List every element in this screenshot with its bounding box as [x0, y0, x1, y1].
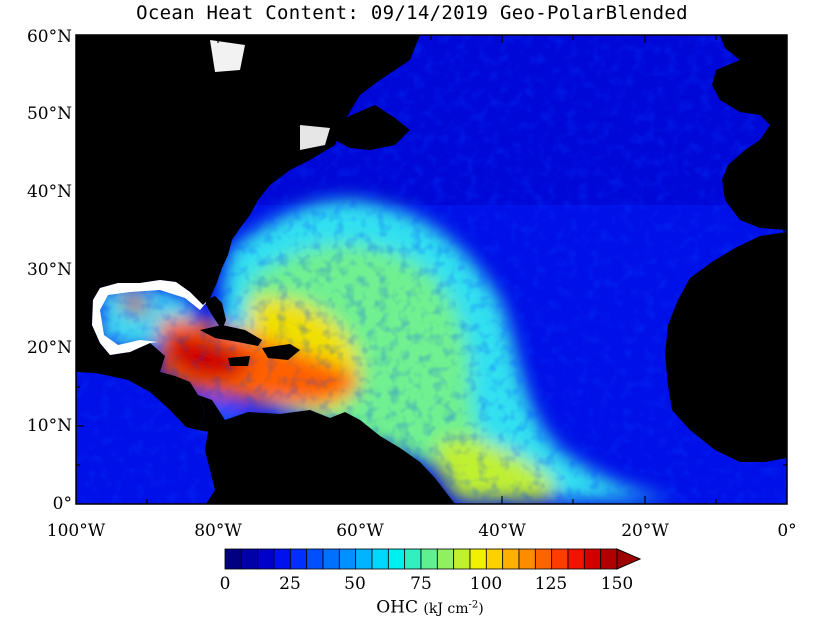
lon-label-0: 0°: [777, 521, 797, 541]
colorbar-label-150: 150: [600, 574, 634, 594]
lat-label-10n: 10°N: [26, 416, 72, 436]
lon-label-20w: 20°W: [621, 521, 669, 541]
land-cuba: [200, 325, 262, 346]
coastal-nodata: [92, 280, 210, 355]
lon-label-60w: 60°W: [336, 521, 384, 541]
land-north-america: [76, 35, 420, 430]
lon-label-80w: 80°W: [194, 521, 242, 541]
lat-label-60n: 60°N: [26, 27, 72, 47]
colorbar-title: OHC (kJ cm-2): [330, 594, 530, 620]
colorbar-label-25: 25: [279, 574, 301, 594]
lat-label-30n: 30°N: [26, 260, 72, 280]
axis-ticks: [76, 35, 787, 504]
colorbar-label-100: 100: [469, 574, 503, 594]
colorbar-label-50: 50: [344, 574, 366, 594]
colorbar-label-0: 0: [219, 574, 231, 594]
lon-label-100w: 100°W: [46, 521, 106, 541]
colorbar-label-75: 75: [410, 574, 432, 594]
land-africa: [665, 232, 787, 462]
colorbar-label-125: 125: [534, 574, 568, 594]
land-south-america: [205, 410, 455, 504]
lat-label-50n: 50°N: [26, 104, 72, 124]
land-europe: [712, 35, 787, 230]
colorbar-unit: (kJ cm-2): [423, 599, 484, 617]
lat-label-40n: 40°N: [26, 182, 72, 202]
lat-label-20n: 20°N: [26, 338, 72, 358]
lat-label-0: 0°: [52, 494, 72, 514]
map-title: Ocean Heat Content: 09/14/2019 Geo-Polar…: [136, 2, 688, 24]
colorbar-title-text: OHC: [376, 597, 419, 618]
lon-label-40w: 40°W: [478, 521, 526, 541]
